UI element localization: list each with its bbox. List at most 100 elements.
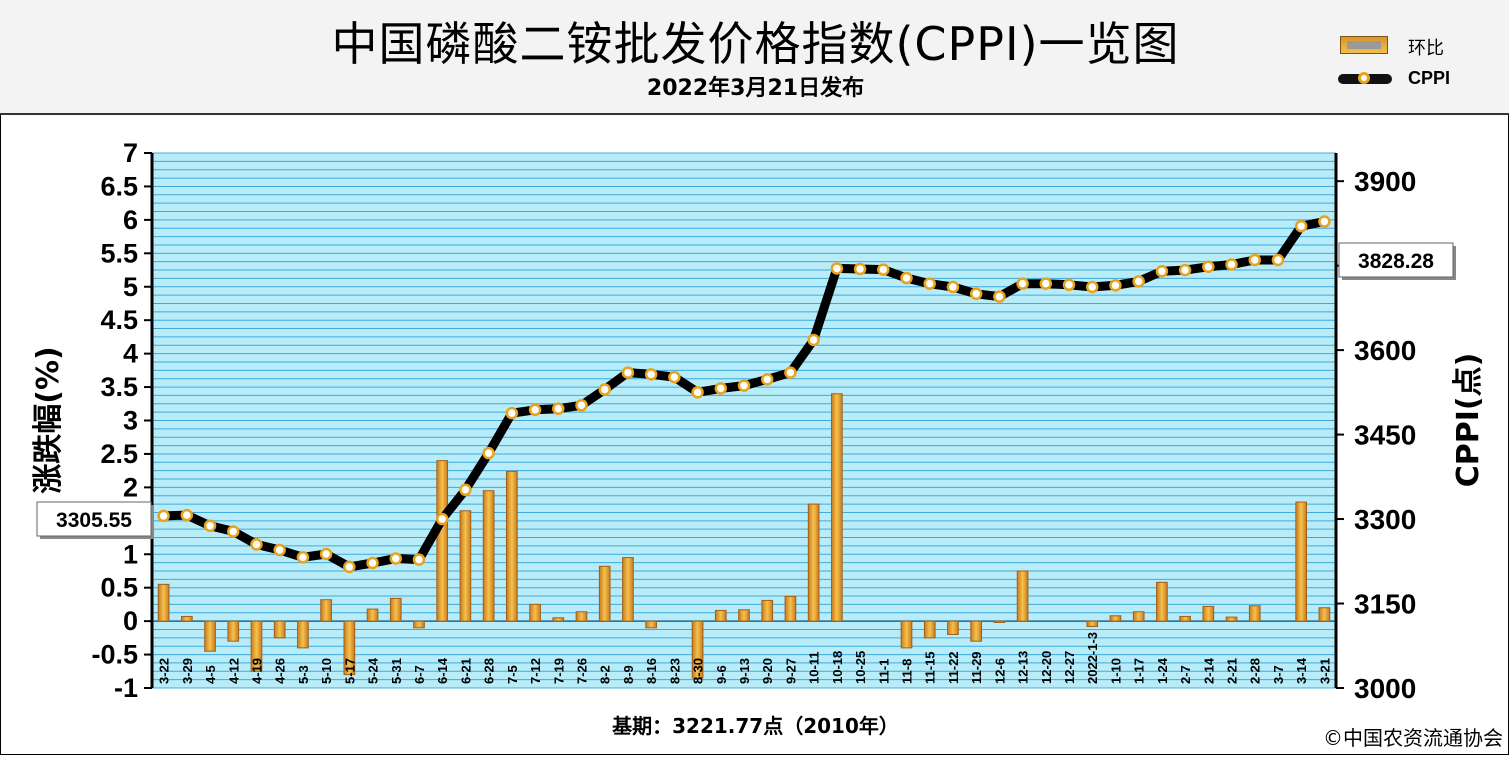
cppi-point-12-27 bbox=[1062, 278, 1076, 292]
cppi-point-11-8 bbox=[900, 271, 913, 285]
bar-5-17 bbox=[343, 620, 356, 676]
x-tick-label: 8-2 bbox=[598, 665, 613, 684]
x-tick-label: 5-3 bbox=[296, 665, 311, 684]
legend: 环比 CPPI bbox=[1338, 30, 1498, 100]
cppi-point-9-13 bbox=[737, 379, 751, 392]
bar-11-8 bbox=[900, 620, 913, 649]
x-tick-label: 7-12 bbox=[528, 658, 543, 684]
cppi-point-7-19 bbox=[552, 402, 565, 415]
cppi-point-8-16 bbox=[644, 368, 658, 381]
x-tick-label: 11-15 bbox=[923, 651, 938, 684]
cppi-point-7-5 bbox=[505, 406, 519, 420]
bar-9-6 bbox=[714, 609, 727, 622]
cppi-point-8-2 bbox=[598, 383, 611, 396]
callout-value: 3305.55 bbox=[56, 509, 132, 532]
x-tick-label: 8-23 bbox=[667, 658, 682, 684]
bar-9-27 bbox=[784, 595, 797, 622]
bar-9-20 bbox=[761, 599, 774, 622]
x-tick-label: 7-5 bbox=[505, 665, 520, 684]
cppi-point-4-12 bbox=[227, 525, 240, 538]
x-tick-label: 12-20 bbox=[1039, 651, 1054, 684]
cppi-point-5-31 bbox=[389, 552, 403, 565]
x-tick-label: 9-13 bbox=[737, 658, 752, 684]
cppi-point-9-6 bbox=[714, 382, 728, 395]
right-tick-label: 3300 bbox=[1354, 504, 1416, 535]
x-tick-label: 2-28 bbox=[1248, 658, 1263, 684]
bar-7-26 bbox=[575, 611, 588, 622]
bar-2-14 bbox=[1202, 605, 1215, 622]
left-tick-label: 4.5 bbox=[100, 305, 138, 335]
x-tick-label: 8-16 bbox=[644, 658, 659, 684]
bar-6-21 bbox=[459, 510, 472, 622]
left-tick-label: 2.5 bbox=[100, 439, 138, 469]
x-tick-label: 8-30 bbox=[691, 658, 706, 684]
bar-4-12 bbox=[227, 620, 240, 642]
x-tick-label: 2-7 bbox=[1178, 665, 1193, 684]
bar-6-28 bbox=[482, 490, 495, 622]
bar-3-21 bbox=[1318, 607, 1331, 622]
x-tick-label: 2022-1-3 bbox=[1085, 632, 1100, 684]
bar-6-14 bbox=[436, 460, 449, 622]
bar-10-18 bbox=[831, 393, 843, 622]
cppi-point-6-28 bbox=[482, 446, 495, 460]
x-tick-label: 2-21 bbox=[1225, 658, 1240, 684]
left-tick-label: 4 bbox=[123, 339, 138, 369]
cppi-point-5-3 bbox=[296, 551, 310, 564]
bar-2-7 bbox=[1179, 615, 1191, 622]
x-tick-label: 6-7 bbox=[412, 665, 427, 684]
x-tick-label: 7-26 bbox=[574, 658, 589, 684]
base-period-note: 基期：3221.77点（2010年） bbox=[612, 714, 899, 738]
x-tick-label: 5-24 bbox=[366, 657, 381, 684]
left-tick-label: 5.5 bbox=[100, 238, 138, 268]
x-tick-label: 3-29 bbox=[180, 658, 195, 684]
legend-line-label: CPPI bbox=[1408, 68, 1451, 88]
cppi-point-2-28 bbox=[1248, 253, 1261, 267]
legend-line-swatch bbox=[1338, 72, 1392, 84]
cppi-point-1-17 bbox=[1132, 275, 1145, 288]
x-tick-label: 11-22 bbox=[946, 651, 961, 684]
cppi-point-6-7 bbox=[412, 553, 426, 566]
x-tick-label: 8-9 bbox=[621, 665, 636, 684]
bar-7-5 bbox=[506, 470, 518, 622]
bar-1-24 bbox=[1156, 581, 1168, 622]
left-tick-label: 3.5 bbox=[100, 372, 138, 402]
x-tick-label: 4-19 bbox=[249, 658, 264, 684]
bar-9-13 bbox=[738, 609, 750, 622]
x-tick-label: 10-18 bbox=[830, 651, 845, 684]
bar-10-11 bbox=[807, 503, 820, 622]
cppi-point-2022-1-3 bbox=[1085, 280, 1099, 294]
x-tick-label: 5-10 bbox=[319, 658, 334, 684]
left-tick-label: 3 bbox=[123, 406, 138, 436]
bar-3-29 bbox=[180, 615, 193, 622]
cppi-point-2-14 bbox=[1202, 260, 1215, 274]
cppi-point-10-11 bbox=[807, 333, 820, 347]
left-tick-label: 0 bbox=[123, 606, 138, 636]
left-tick-label: -0.5 bbox=[91, 640, 138, 670]
left-axis-title: 涨跌幅(%) bbox=[31, 346, 66, 493]
cppi-point-4-26 bbox=[273, 543, 286, 557]
x-tick-label: 7-19 bbox=[551, 658, 566, 684]
x-tick-label: 9-27 bbox=[783, 658, 798, 684]
cppi-point-11-29 bbox=[969, 287, 983, 301]
bar-2022-1-3 bbox=[1086, 620, 1099, 627]
x-tick-label: 12-6 bbox=[992, 658, 1007, 684]
left-tick-label: 0.5 bbox=[100, 573, 138, 603]
x-tick-label: 4-5 bbox=[203, 665, 218, 684]
bar-5-31 bbox=[389, 597, 402, 622]
bar-2-28 bbox=[1248, 605, 1261, 622]
bar-1-10 bbox=[1109, 615, 1122, 622]
x-tick-label: 3-22 bbox=[157, 658, 172, 684]
x-tick-label: 1-10 bbox=[1108, 658, 1123, 684]
bar-4-26 bbox=[273, 620, 286, 639]
bar-11-22 bbox=[947, 620, 959, 635]
bar-8-16 bbox=[645, 620, 657, 629]
right-tick-label: 3000 bbox=[1354, 673, 1416, 704]
cppi-point-1-10 bbox=[1109, 279, 1122, 292]
cppi-point-12-20 bbox=[1039, 277, 1053, 290]
cppi-point-6-21 bbox=[459, 483, 472, 497]
cppi-point-3-22 bbox=[157, 509, 170, 523]
left-tick-label: 6.5 bbox=[100, 171, 138, 201]
cppi-point-8-30 bbox=[691, 386, 704, 399]
x-tick-label: 9-20 bbox=[760, 658, 775, 684]
